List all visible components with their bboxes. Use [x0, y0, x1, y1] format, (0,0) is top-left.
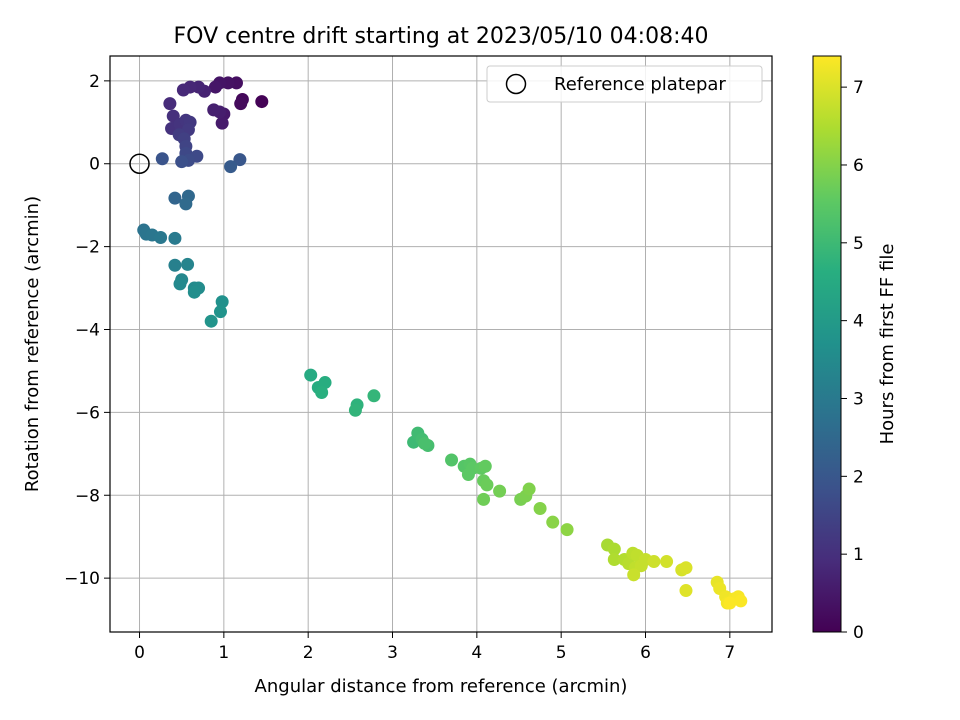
data-point: [679, 584, 693, 598]
data-point: [255, 95, 269, 109]
data-point: [215, 116, 229, 130]
data-point: [168, 231, 182, 245]
y-tick-label: −6: [75, 403, 100, 423]
data-point: [213, 305, 227, 319]
legend-box: [486, 65, 763, 103]
data-point: [233, 153, 247, 167]
x-tick-label: 3: [387, 643, 398, 663]
data-point: [723, 596, 737, 610]
plot-frame: [109, 55, 773, 633]
data-point: [155, 152, 169, 166]
legend: Reference platepar: [486, 65, 763, 103]
y-tick-label: 2: [89, 72, 100, 92]
x-tick-label: 7: [724, 643, 735, 663]
data-point: [234, 97, 248, 111]
legend-reference-marker: [505, 73, 527, 95]
plot-background: [110, 56, 772, 632]
y-tick-label: 0: [89, 155, 100, 175]
y-tick-label: −4: [75, 320, 100, 340]
y-axis-label: Rotation from reference (arcmin): [22, 196, 43, 492]
data-point: [533, 502, 547, 516]
x-axis-label: Angular distance from reference (arcmin): [255, 676, 628, 697]
data-point: [627, 568, 641, 582]
reference-platepar-point: [129, 153, 150, 174]
data-point: [367, 389, 381, 403]
reference-marker: [129, 153, 150, 174]
data-point: [607, 552, 621, 566]
colorbar-gradient: [812, 55, 842, 633]
colorbar-tick-label: 3: [853, 389, 864, 409]
colorbar-tick-label: 2: [853, 467, 864, 487]
x-tick-label: 2: [303, 643, 314, 663]
colorbar-label: Hours from first FF file: [877, 244, 898, 445]
data-point: [679, 561, 693, 575]
data-point: [493, 484, 507, 498]
colorbar-ticks: 0 1 2 3 4 5 6 7: [841, 78, 864, 643]
legend-entry-reference: Reference platepar: [554, 74, 726, 95]
data-point: [154, 231, 168, 245]
data-point: [215, 295, 229, 309]
data-point: [477, 492, 491, 506]
chart-title: FOV centre drift starting at 2023/05/10 …: [174, 24, 709, 49]
x-tick-label: 1: [218, 643, 229, 663]
data-point: [181, 257, 195, 271]
data-point: [176, 83, 190, 97]
data-point: [304, 368, 318, 382]
x-tick-label: 5: [556, 643, 567, 663]
x-axis-ticks: 0 1 2 3 4 5 6 7: [134, 632, 735, 663]
y-tick-label: −10: [64, 569, 100, 589]
data-point: [315, 385, 329, 399]
data-point: [179, 197, 193, 211]
y-tick-label: −8: [75, 486, 100, 506]
data-point: [522, 482, 536, 496]
data-point: [480, 478, 494, 492]
data-point: [478, 459, 492, 473]
data-point: [560, 523, 574, 537]
data-point: [163, 97, 177, 111]
y-tick-label: −2: [75, 238, 100, 258]
data-point: [175, 155, 189, 169]
x-tick-label: 6: [640, 643, 651, 663]
x-tick-label: 0: [134, 643, 145, 663]
data-point: [660, 555, 674, 569]
gridlines: [110, 56, 772, 632]
data-point: [207, 103, 221, 117]
colorbar: 0 1 2 3 4 5 6 7 Hours from first FF file: [812, 55, 898, 643]
data-point: [187, 285, 201, 299]
colorbar-tick-label: 4: [853, 312, 864, 332]
data-point: [418, 436, 432, 450]
colorbar-tick-label: 7: [853, 78, 864, 98]
x-tick-label: 4: [471, 643, 482, 663]
data-points: [137, 76, 748, 610]
data-point: [318, 376, 332, 390]
data-point: [168, 258, 182, 272]
data-point: [173, 277, 187, 291]
data-point: [546, 515, 560, 529]
y-axis-ticks: 2 0 −2 −4 −6 −8 −10: [64, 72, 110, 589]
colorbar-tick-label: 0: [853, 623, 864, 643]
colorbar-tick-label: 1: [853, 545, 864, 565]
colorbar-tick-label: 6: [853, 156, 864, 176]
data-point: [204, 314, 218, 328]
data-point: [348, 403, 362, 417]
data-point: [168, 191, 182, 205]
data-point: [734, 594, 748, 608]
colorbar-tick-label: 5: [853, 234, 864, 254]
data-point: [208, 80, 222, 94]
data-point: [647, 555, 661, 569]
data-point: [607, 542, 621, 556]
data-point: [224, 160, 238, 174]
data-point: [445, 453, 459, 467]
